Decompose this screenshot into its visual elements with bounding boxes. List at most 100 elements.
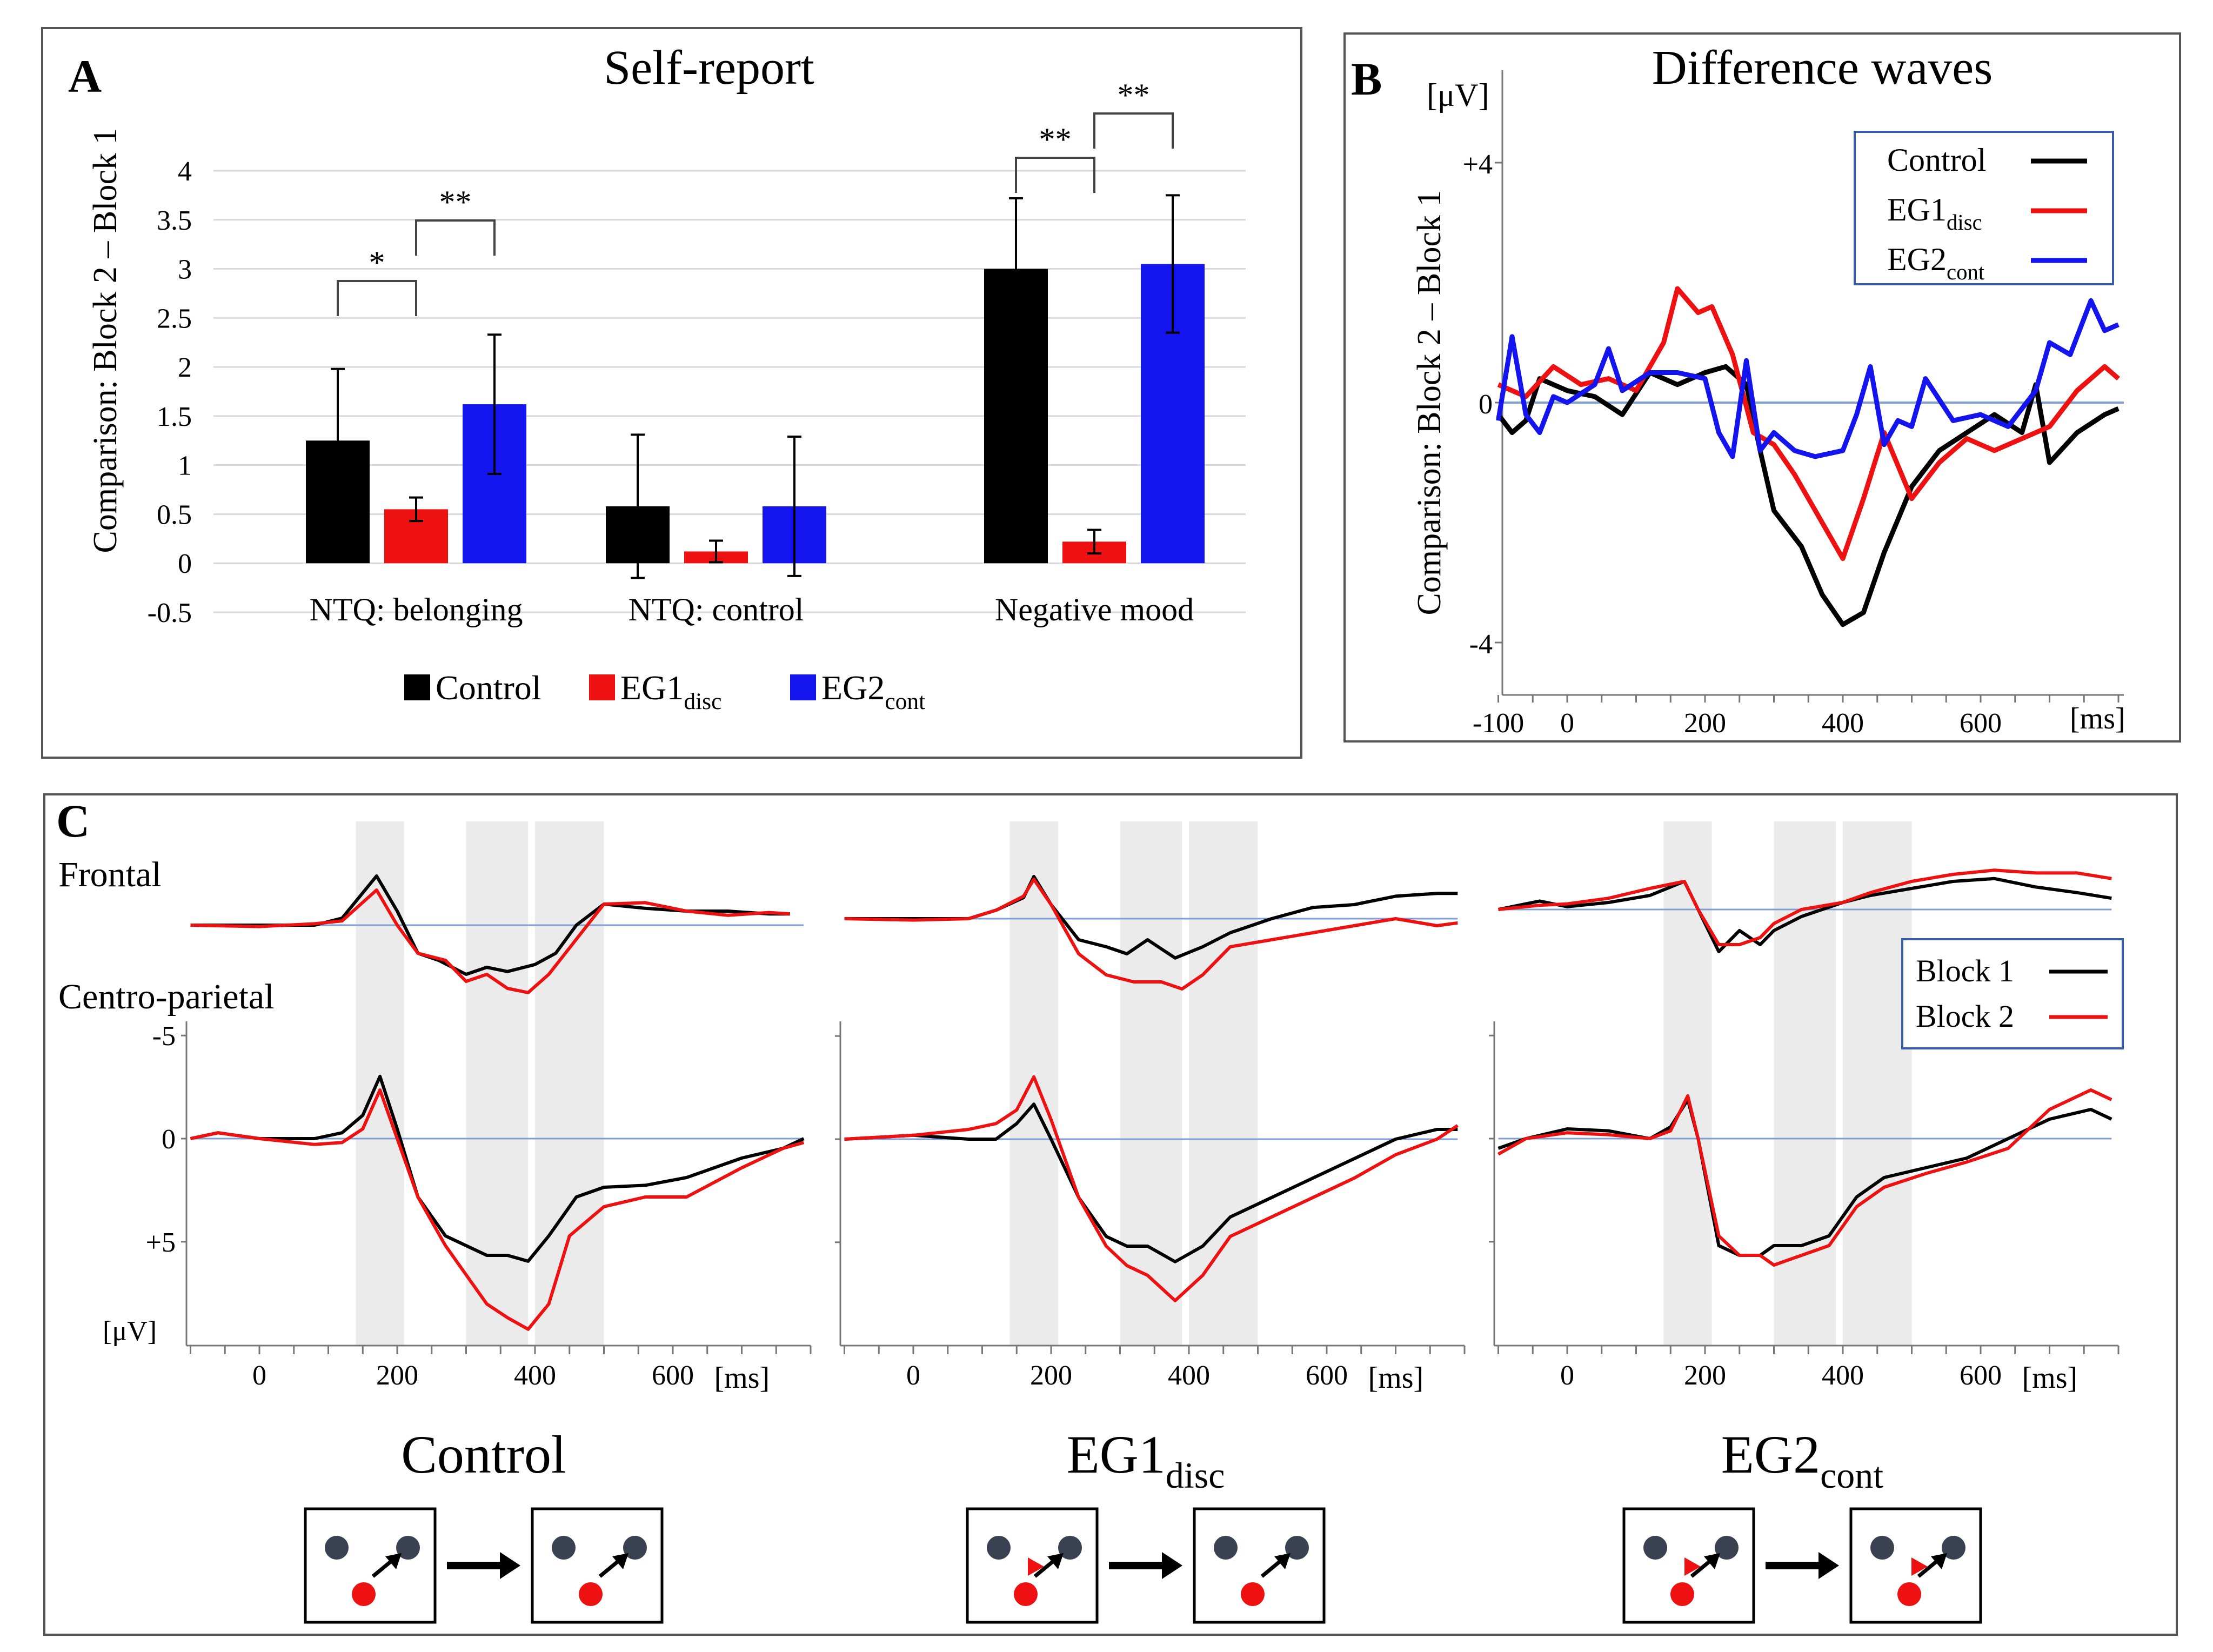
- c-schematic-dot-left: [325, 1536, 349, 1560]
- c-schematic-red-arrowhead: [1911, 1557, 1928, 1576]
- row-label-frontal: Frontal: [58, 855, 162, 894]
- a-y-tick-label: 2.5: [157, 303, 192, 334]
- c-x-tick-label: 400: [514, 1360, 556, 1391]
- a-significance-bracket: [337, 280, 417, 316]
- c-x-tick-label: 600: [652, 1360, 694, 1391]
- c-time-window: [535, 821, 604, 1346]
- a-y-tick-label: 0.5: [157, 499, 192, 530]
- c-frontal-block2-line: [1498, 868, 2112, 946]
- panel-b-unit-y: [μV]: [1427, 77, 1489, 113]
- c-x-tick-label: 400: [1168, 1360, 1210, 1391]
- panel-a-y-axis-label: Comparison: Block 2 – Block 1: [87, 128, 124, 553]
- c-x-tick-label: 0: [906, 1360, 920, 1391]
- a-y-tick-label: -0.5: [148, 598, 192, 628]
- c-schematic-transition-arrowhead: [1818, 1552, 1839, 1579]
- c-y-unit: [μV]: [103, 1316, 157, 1347]
- c-schematic-box: [304, 1507, 437, 1624]
- c-schematic-red-arrowhead: [1684, 1557, 1701, 1576]
- c-parietal-block1-line: [190, 1074, 805, 1263]
- a-significance-bracket: [415, 219, 496, 256]
- c-x-tick-label: 200: [1684, 1360, 1726, 1391]
- c-schematic-black-arrowhead: [1274, 1553, 1291, 1569]
- c-legend-label: Block 2: [1916, 999, 2014, 1034]
- c-schematic-transition-arrowhead: [1162, 1552, 1182, 1579]
- b-legend-label: Control: [1887, 142, 1986, 178]
- panel-a-letter: A: [68, 50, 102, 102]
- row-label-centro-parietal: Centro-parietal: [58, 977, 274, 1016]
- c-y-tick-label: -5: [152, 1021, 176, 1052]
- c-y-tick-label: +5: [146, 1227, 176, 1258]
- a-y-tick-label: 0: [178, 549, 192, 579]
- c-time-window: [1009, 821, 1058, 1346]
- c-schematic-black-arrowhead: [1047, 1553, 1064, 1569]
- c-condition-title: EG1disc: [1067, 1424, 1225, 1496]
- a-legend-swatch: [589, 674, 615, 700]
- a-y-tick-label: 1: [178, 451, 192, 481]
- c-schematic-box: [531, 1507, 664, 1624]
- c-time-window: [1774, 821, 1836, 1346]
- c-schematic-dot-left: [1870, 1536, 1894, 1560]
- b-y-tick-label: 0: [1479, 389, 1493, 420]
- c-x-tick-label: 0: [252, 1360, 266, 1391]
- panel-b-frame: [1343, 32, 2181, 743]
- c-schematic-black-arrowhead: [1931, 1553, 1947, 1569]
- c-schematic-dot-target: [1014, 1582, 1038, 1606]
- c-schematic-dot-right: [1285, 1536, 1309, 1560]
- a-legend-label: Control: [436, 668, 541, 707]
- c-frontal-block1-line: [1497, 877, 2112, 953]
- a-y-tick-label: 1.5: [157, 402, 192, 432]
- a-y-tick-label: 3: [178, 255, 192, 285]
- c-schematic-dot-target: [1670, 1582, 1694, 1606]
- c-frontal-block2-line: [844, 878, 1458, 991]
- c-frontal-block2-line: [190, 888, 791, 994]
- a-y-tick-label: 4: [178, 156, 192, 187]
- c-schematic-black-arrowhead: [385, 1553, 402, 1569]
- b-series-line: [1496, 298, 2120, 459]
- panel-c-frame: [43, 793, 2178, 1636]
- panel-b-title: Difference waves: [1652, 41, 1993, 95]
- c-x-tick-label: 200: [376, 1360, 418, 1391]
- a-y-tick-label: 2: [178, 352, 192, 383]
- c-y-tick-label: 0: [162, 1124, 176, 1155]
- b-y-tick-label: -4: [1469, 629, 1493, 660]
- b-legend-label: EG2cont: [1887, 242, 1985, 284]
- b-legend-label: EG1disc: [1887, 192, 1982, 235]
- a-category-label: NTQ: belonging: [310, 592, 523, 627]
- a-legend-swatch: [404, 674, 430, 700]
- b-x-tick-label: 400: [1822, 708, 1864, 739]
- b-y-tick-label: +4: [1463, 149, 1493, 180]
- c-legend-label: Block 1: [1916, 953, 2014, 988]
- panel-c-letter: C: [56, 795, 90, 847]
- c-schematic-dot-right: [623, 1536, 647, 1560]
- c-parietal-block1-line: [1497, 1098, 2112, 1257]
- c-schematic-transition-arrowhead: [500, 1552, 520, 1579]
- c-time-window: [1189, 821, 1258, 1346]
- c-x-tick-label: 600: [1306, 1360, 1348, 1391]
- panel-a-frame: [41, 27, 1302, 759]
- b-x-tick-label: 200: [1684, 708, 1726, 739]
- a-significance-star: **: [439, 184, 472, 220]
- b-x-tick-label: 0: [1560, 708, 1574, 739]
- c-legend-box: [1901, 938, 2124, 1049]
- c-x-tick-label: 0: [1560, 1360, 1574, 1391]
- c-schematic-black-arrowhead: [1704, 1553, 1720, 1569]
- c-schematic-dot-left: [1214, 1536, 1238, 1560]
- a-significance-bracket: [1015, 157, 1095, 193]
- c-parietal-block2-line: [1497, 1088, 2112, 1267]
- c-parietal-block1-line: [844, 1102, 1458, 1263]
- b-x-tick-label: 600: [1960, 708, 2002, 739]
- b-x-unit: [ms]: [2070, 702, 2125, 735]
- c-x-tick-label: 600: [1960, 1360, 2002, 1391]
- c-x-unit: [ms]: [1368, 1361, 1424, 1395]
- a-y-tick-label: 3.5: [157, 205, 192, 236]
- c-schematic-dot-right: [1058, 1536, 1082, 1560]
- c-x-unit: [ms]: [714, 1361, 770, 1395]
- c-schematic-dot-target: [352, 1582, 376, 1606]
- a-legend-swatch: [790, 674, 816, 700]
- c-schematic-dot-right: [396, 1536, 420, 1560]
- b-series-line: [1496, 364, 2120, 627]
- c-schematic-dot-target: [579, 1582, 603, 1606]
- c-x-tick-label: 200: [1030, 1360, 1072, 1391]
- a-category-label: Negative mood: [995, 592, 1194, 627]
- c-schematic-dot-left: [987, 1536, 1011, 1560]
